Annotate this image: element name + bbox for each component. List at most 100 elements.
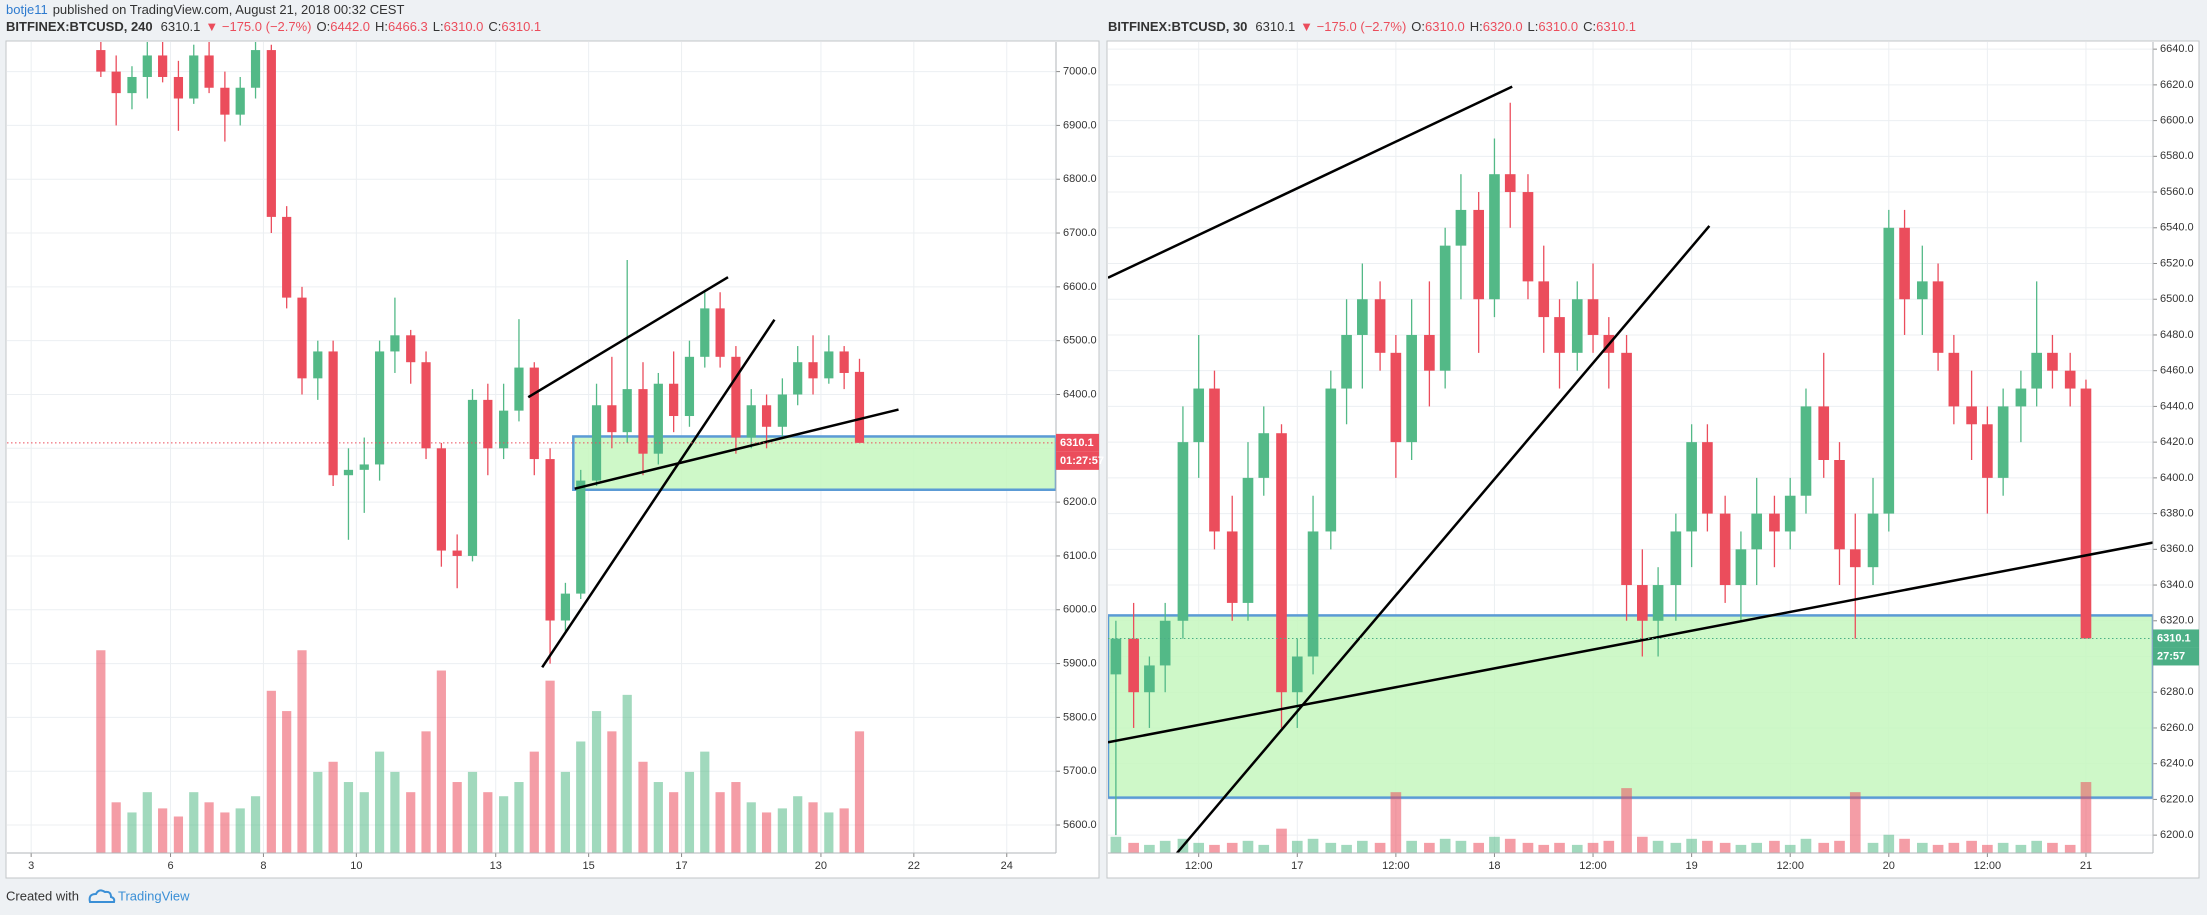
candle-body (1390, 352, 1402, 443)
volume-bar (1670, 842, 1682, 853)
volume-bar (1522, 842, 1534, 853)
volume-bar (235, 808, 245, 853)
y-tick-label: 5600.0 (1063, 819, 1097, 831)
symbol: BITFINEX:BTCUSD, 240 (6, 19, 153, 34)
volume-bar (204, 802, 214, 853)
x-tick-label: 12:00 (1185, 860, 1213, 872)
volume-bar (1769, 840, 1780, 853)
candle-body (1899, 227, 1910, 300)
candle-body (1686, 442, 1697, 532)
volume-bar (839, 808, 849, 853)
volume-bar (1209, 844, 1220, 853)
volume-bar (1916, 842, 1928, 853)
author[interactable]: botje11 (6, 2, 48, 17)
candle-body (1702, 442, 1713, 514)
y-tick-label: 6560.0 (2160, 186, 2194, 198)
candle-body (250, 50, 261, 88)
volume-bar (452, 782, 462, 853)
candle-body (777, 394, 787, 427)
countdown-tag (1056, 451, 1099, 470)
candle-body (189, 55, 199, 99)
volume-bar (250, 796, 261, 853)
candle-body (1144, 665, 1155, 693)
volume-bar (1226, 842, 1238, 853)
volume-bar (328, 761, 338, 853)
candle-body (622, 389, 632, 433)
volume-bar (483, 792, 493, 853)
x-tick-label: 22 (908, 860, 920, 872)
trend-line (574, 408, 899, 490)
candle-body (1357, 299, 1368, 335)
y-tick-label: 6380.0 (2160, 508, 2194, 520)
volume-bar (808, 802, 818, 853)
y-tick-label: 6640.0 (2160, 43, 2194, 55)
x-tick-label: 3 (28, 860, 34, 872)
candle-body (2047, 352, 2058, 371)
volume-bar (282, 711, 292, 853)
y-tick-label: 6500.0 (2160, 293, 2194, 305)
chart-header: BITFINEX:BTCUSD, 240 6310.1 ▼ −175.0 (−2.7… (6, 19, 541, 34)
candle-body (1242, 477, 1254, 603)
candle-body (1522, 192, 1534, 282)
y-tick-label: 6600.0 (2160, 115, 2194, 127)
candle-body (715, 308, 725, 357)
candle-body (2064, 370, 2076, 389)
volume-bar (499, 796, 509, 853)
candle-body (1784, 495, 1796, 532)
volume-bar (1849, 792, 1861, 853)
price-tag-label: 6310.1 (1060, 437, 1094, 449)
y-tick-label: 6580.0 (2160, 150, 2194, 162)
candle-body (1276, 433, 1287, 693)
footer-brand[interactable]: TradingView (118, 888, 190, 903)
byline-text: published on TradingView.com, August 21,… (53, 2, 405, 17)
ohlc-value: 6320.0 (1483, 19, 1523, 34)
candle-body (684, 356, 695, 417)
y-tick-label: 6220.0 (2160, 793, 2194, 805)
candle-body (1966, 406, 1977, 425)
volume-bar (1621, 788, 1632, 853)
volume-bar (1159, 840, 1171, 853)
candle-body (1670, 531, 1682, 586)
volume-bar (96, 650, 106, 853)
volume-bar (1867, 842, 1879, 853)
y-tick-label: 6100.0 (1063, 550, 1097, 562)
volume-bar (1571, 844, 1583, 853)
volume-bar (529, 751, 539, 853)
volume-bar (1538, 844, 1550, 853)
volume-bar (669, 792, 679, 853)
candle-body (1769, 513, 1780, 532)
y-tick-label: 5700.0 (1063, 765, 1097, 777)
candle-body (839, 351, 849, 373)
candle-body (1325, 388, 1337, 532)
candle-body (499, 410, 509, 449)
x-tick-label: 17 (1291, 860, 1303, 872)
price-tag (2153, 629, 2199, 648)
x-tick-label: 12:00 (1579, 860, 1607, 872)
candle-body (1209, 388, 1220, 532)
volume-bar (793, 796, 803, 853)
candle-body (282, 216, 292, 298)
candle-body (854, 371, 865, 443)
y-tick-label: 7000.0 (1063, 66, 1097, 78)
candle-body (1818, 406, 1830, 461)
candle-body (1193, 388, 1205, 443)
chart-header: BITFINEX:BTCUSD, 30 6310.1 ▼ −175.0 (−2.7%… (1108, 19, 1636, 34)
candle-body (731, 356, 741, 438)
candle-body (173, 76, 184, 99)
y-tick-label: 6360.0 (2160, 543, 2194, 555)
ohlc-label: C: (1583, 19, 1596, 34)
x-tick-label: 12:00 (1974, 860, 2002, 872)
change: ▼ −175.0 (−2.7%) (1300, 19, 1406, 34)
y-tick-label: 6000.0 (1063, 604, 1097, 616)
candle-body (1997, 406, 2009, 478)
y-tick-label: 6280.0 (2160, 686, 2194, 698)
candle-body (220, 87, 230, 115)
volume-bar (1966, 840, 1977, 853)
candle-body (266, 50, 276, 217)
y-tick-label: 6400.0 (1063, 388, 1097, 400)
volume-bar (560, 771, 571, 853)
candle-body (1571, 299, 1583, 353)
candle-body (746, 405, 756, 438)
candle-body (359, 464, 369, 470)
